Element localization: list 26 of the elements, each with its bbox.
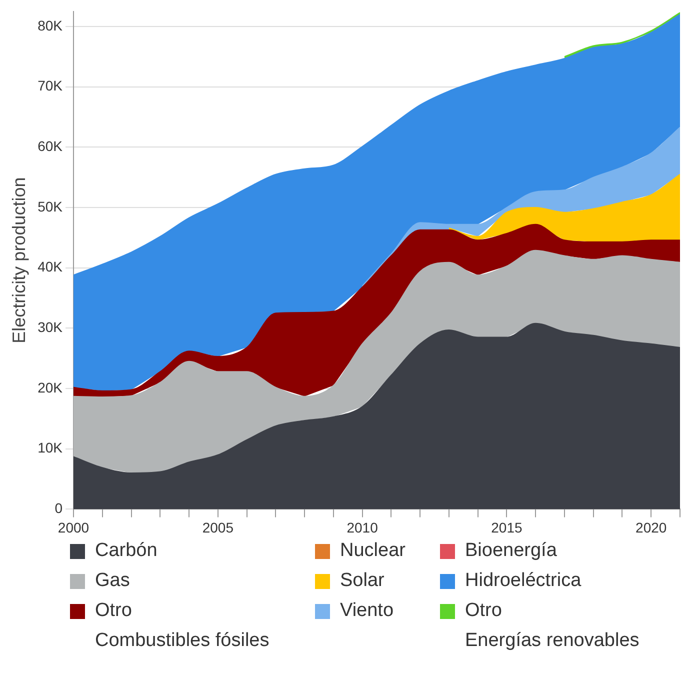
y-tick-label: 30K bbox=[38, 319, 64, 336]
x-tick-label: 2020 bbox=[636, 519, 667, 536]
y-tick-label: 60K bbox=[38, 138, 64, 154]
y-tick-label: 20K bbox=[38, 379, 64, 396]
legend-label: Nuclear bbox=[340, 540, 406, 562]
y-axis-title: Electricity production bbox=[8, 177, 29, 344]
legend-label: Carbón bbox=[95, 540, 158, 562]
legend-label: Gas bbox=[95, 570, 130, 592]
y-tick-label: 40K bbox=[38, 258, 64, 275]
legend-label: Hidroeléctrica bbox=[465, 570, 582, 592]
x-tick-label: 2010 bbox=[346, 519, 378, 536]
text: Combustibles fósiles bbox=[94, 630, 270, 652]
text: Energías renovables bbox=[464, 630, 640, 652]
y-tick-label: 80K bbox=[38, 17, 64, 34]
legend-label: Bioenergía bbox=[465, 540, 557, 562]
y-tick-label: 50K bbox=[38, 198, 64, 214]
y-tick-label: 0 bbox=[54, 500, 63, 516]
x-tick-label: 2005 bbox=[202, 519, 234, 536]
y-tick-label: 10K bbox=[38, 440, 64, 456]
legend-label: Otro bbox=[465, 600, 502, 622]
legend-label: Viento bbox=[340, 600, 394, 622]
x-tick-label: 2015 bbox=[491, 519, 522, 536]
legend-label: Solar bbox=[340, 570, 384, 592]
legend-label: Otro bbox=[95, 600, 132, 622]
x-tick-label: 2000 bbox=[58, 519, 90, 536]
y-tick-label: 70K bbox=[38, 78, 64, 94]
